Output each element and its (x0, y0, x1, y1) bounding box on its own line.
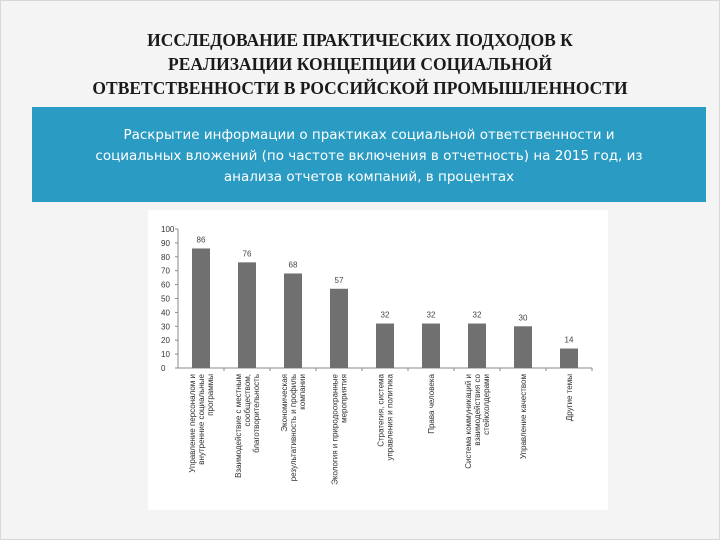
x-tick-label: Экономическаярезультативность и профильк… (280, 374, 307, 481)
caption-banner: Раскрытие информации о практиках социаль… (32, 107, 706, 202)
y-tick-label: 80 (161, 253, 170, 262)
data-label: 76 (243, 249, 252, 258)
bar (238, 262, 256, 368)
y-tick-label: 10 (161, 350, 170, 359)
caption-line-3: анализа отчетов компаний, в процентах (223, 169, 515, 185)
data-label: 32 (427, 311, 436, 320)
data-label: 14 (565, 336, 574, 345)
bar (330, 288, 348, 368)
y-tick-label: 30 (161, 322, 170, 331)
bar (376, 323, 394, 368)
x-tick-label: Взаимодействие с местнымсообществом,благ… (234, 374, 261, 478)
y-tick-label: 100 (161, 225, 175, 234)
y-tick-label: 40 (161, 308, 170, 317)
data-label: 32 (381, 311, 390, 320)
data-label: 30 (519, 313, 528, 322)
bar (284, 273, 302, 368)
bar (192, 248, 210, 368)
bar (422, 323, 440, 368)
caption-line-1: Раскрытие информации о практиках социаль… (123, 127, 615, 143)
title-line-3: ОТВЕТСТВЕННОСТИ В РОССИЙСКОЙ ПРОМЫШЛЕННО… (92, 78, 628, 98)
x-tick-label: Экология и природоохранныемероприятия (331, 373, 349, 484)
data-label: 68 (289, 260, 298, 269)
x-tick-label: Другие темы (565, 374, 574, 421)
data-label: 57 (335, 276, 344, 285)
x-tick-label: Управление качеством (519, 374, 528, 459)
x-tick-label: Права человека (427, 373, 436, 433)
y-tick-label: 20 (161, 336, 170, 345)
x-tick-label: Стратегия, системауправления и политика (377, 373, 395, 460)
title-line-2: РЕАЛИЗАЦИИ КОНЦЕПЦИИ СОЦИАЛЬНОЙ (168, 54, 552, 74)
y-tick-label: 0 (161, 364, 166, 373)
y-tick-label: 90 (161, 239, 170, 248)
slide-title: ИССЛЕДОВАНИЕ ПРАКТИЧЕСКИХ ПОДХОДОВ К РЕА… (0, 28, 720, 100)
bar (468, 323, 486, 368)
bar (514, 326, 532, 368)
x-tick-label: Система коммуникаций ивзаимодействия сос… (464, 373, 491, 468)
data-label: 86 (197, 235, 206, 244)
caption-text: Раскрытие информации о практиках социаль… (32, 125, 706, 188)
caption-line-2: социальных вложений (по частоте включени… (95, 148, 643, 164)
x-tick-label: Управление персоналом ивнутренние социал… (188, 373, 215, 472)
y-tick-label: 60 (161, 281, 170, 290)
y-tick-label: 50 (161, 295, 170, 304)
y-tick-label: 70 (161, 267, 170, 276)
data-label: 32 (473, 311, 482, 320)
bar-chart: 0 10 20 30 40 50 60 70 80 90 100 86 Управление персо… (161, 225, 593, 485)
bar (560, 348, 578, 368)
title-line-1: ИССЛЕДОВАНИЕ ПРАКТИЧЕСКИХ ПОДХОДОВ К (147, 30, 573, 50)
